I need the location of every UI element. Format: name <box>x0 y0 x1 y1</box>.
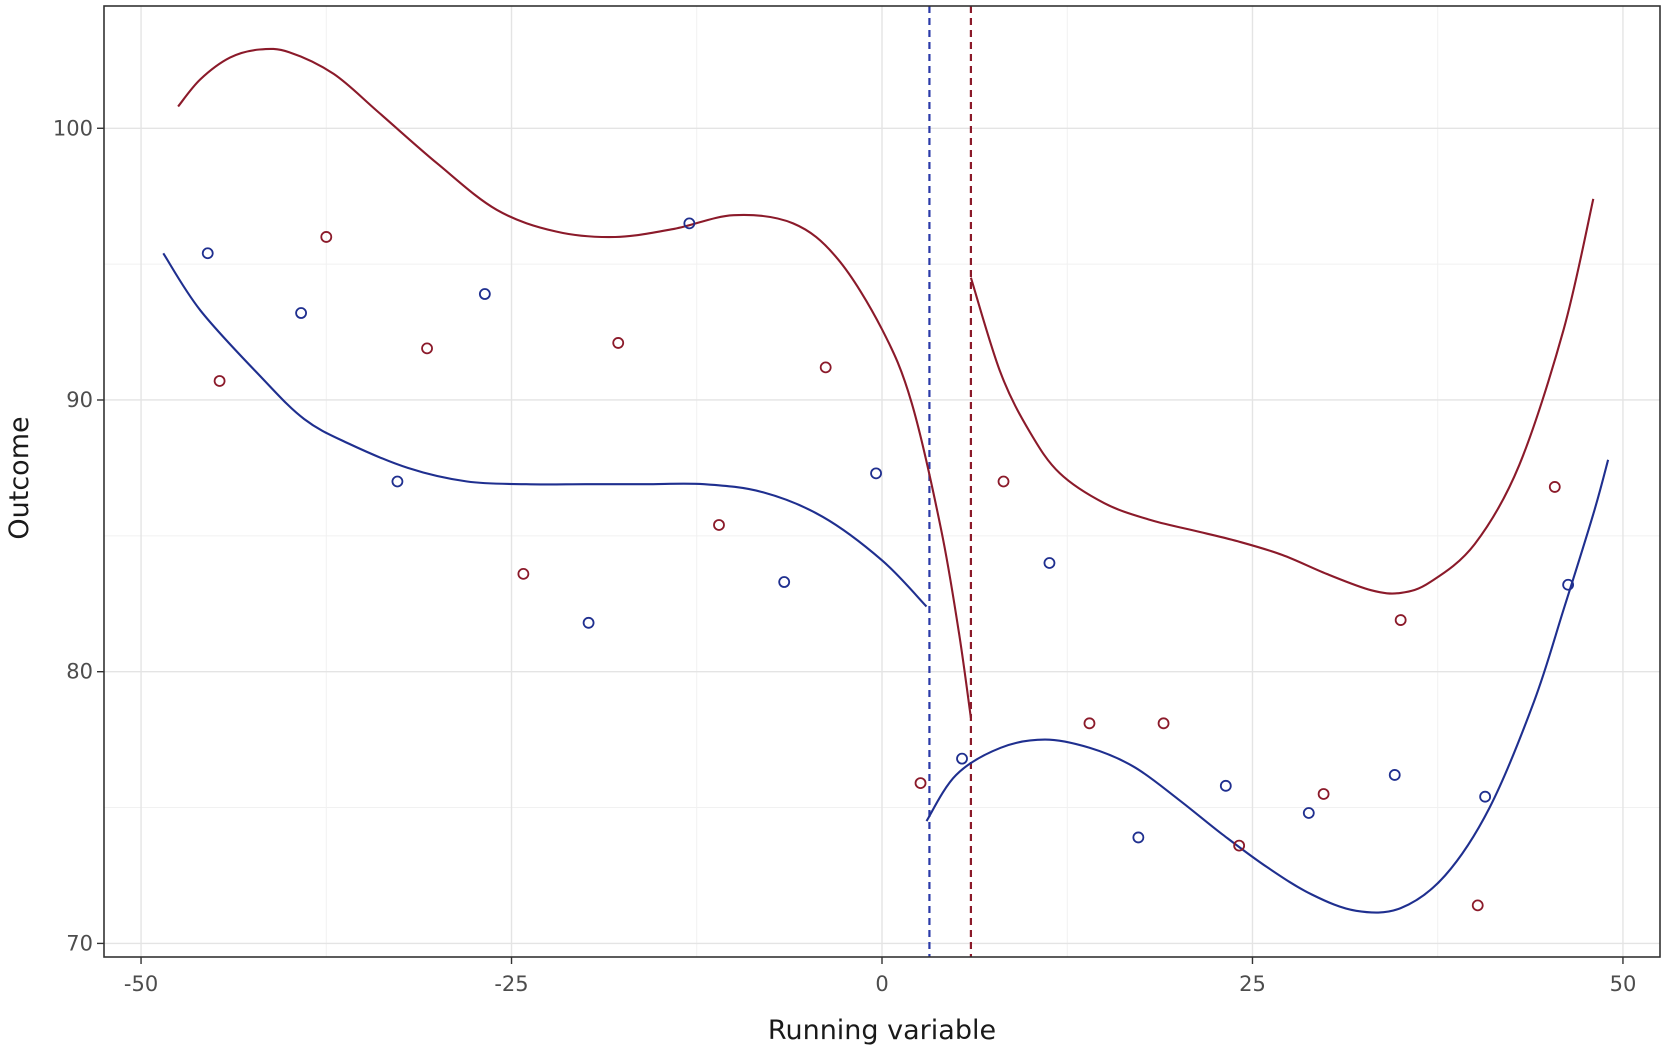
data-point <box>683 217 696 230</box>
data-point <box>1302 807 1315 819</box>
data-point <box>1083 717 1096 730</box>
fit-curve-left <box>162 252 928 608</box>
data-point <box>1548 481 1561 493</box>
data-point <box>1157 717 1170 730</box>
data-point <box>478 288 491 300</box>
data-point <box>1562 578 1575 591</box>
x-tick-label: -50 <box>124 972 158 996</box>
data-point <box>956 752 968 765</box>
fit-curve-left <box>177 47 972 719</box>
data-point <box>201 247 214 260</box>
data-point <box>778 576 791 588</box>
y-axis-title: Outcome <box>4 416 35 539</box>
data-point <box>914 777 927 790</box>
data-points <box>201 217 1575 912</box>
x-axis-title: Running variable <box>768 1015 996 1046</box>
data-point <box>391 475 404 488</box>
fit-curves <box>162 47 1610 914</box>
cutoff-lines <box>928 6 973 957</box>
data-point <box>1317 788 1330 800</box>
data-point <box>1479 790 1492 803</box>
data-point <box>713 519 725 531</box>
data-point <box>1233 839 1246 852</box>
data-point <box>612 337 625 349</box>
x-tick-label: 25 <box>1239 972 1266 996</box>
x-tick-label: -25 <box>494 972 528 996</box>
data-point <box>870 467 882 480</box>
data-point <box>1043 557 1056 569</box>
fit-curve-right <box>969 198 1595 595</box>
x-tick-label: 0 <box>875 972 888 996</box>
grid-layer <box>104 6 1660 957</box>
data-point <box>517 567 530 580</box>
data-point <box>1219 779 1232 792</box>
data-point <box>1132 831 1145 844</box>
data-point <box>421 342 433 355</box>
x-tick-label: 50 <box>1610 972 1637 996</box>
data-point <box>1471 899 1484 912</box>
data-point <box>582 616 595 629</box>
data-point <box>1388 769 1401 781</box>
fit-curve-right <box>925 459 1610 914</box>
y-tick-label: 100 <box>53 116 93 140</box>
data-point <box>997 475 1010 488</box>
y-tick-label: 70 <box>66 931 93 955</box>
data-point <box>295 307 307 319</box>
y-tick-label: 80 <box>66 660 93 684</box>
data-point <box>1394 614 1407 626</box>
data-point <box>213 375 226 387</box>
data-point <box>819 361 832 374</box>
axes: -50 -25 0 25 50 70 80 90 100 <box>53 116 1636 996</box>
y-tick-label: 90 <box>66 388 93 412</box>
data-point <box>320 231 333 243</box>
